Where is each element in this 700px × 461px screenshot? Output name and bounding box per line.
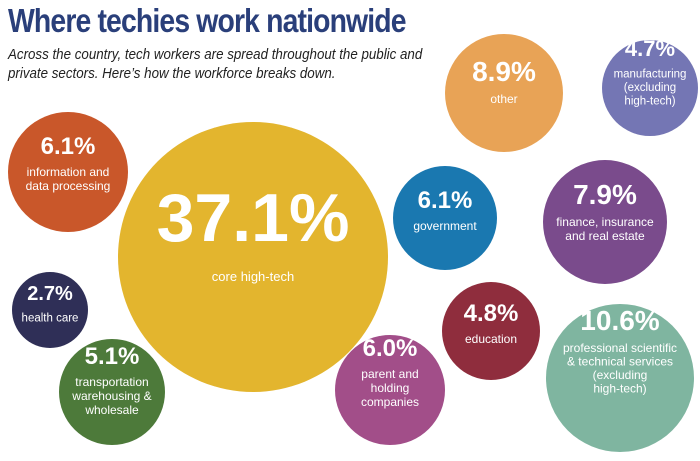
bubble-category-label: (excluding [593, 368, 648, 382]
bubble-circle [543, 160, 667, 284]
bubble: 8.9% other [445, 34, 563, 152]
bubble-circle [445, 34, 563, 152]
bubble-category-label: high-tech) [624, 96, 675, 108]
bubble-value-label: 37.1% [157, 180, 350, 256]
bubble-category-label: other [490, 92, 517, 106]
bubble: 10.6% professional scientific& technical … [546, 304, 694, 452]
bubble-category-label: (excluding [624, 82, 676, 94]
bubble-value-label: 10.6% [580, 305, 659, 336]
bubble-value-label: 6.0% [363, 335, 418, 362]
bubble-value-label: 6.1% [418, 187, 473, 214]
bubble-circle [602, 40, 698, 136]
bubble-category-label: warehousing & [71, 389, 151, 403]
chart-subtitle: Across the country, tech workers are spr… [8, 47, 423, 82]
bubble-category-label: high-tech) [593, 382, 646, 396]
bubble-circle [442, 282, 540, 380]
bubble-category-label: wholesale [84, 403, 139, 417]
bubble-value-label: 6.1% [41, 133, 96, 160]
bubble: 37.1% core high-tech [118, 122, 388, 392]
bubble-value-label: 2.7% [27, 283, 73, 305]
bubble-category-label: education [465, 332, 517, 346]
bubble-value-label: 4.7% [625, 36, 675, 61]
bubble-circle [393, 166, 497, 270]
bubble-value-label: 7.9% [573, 179, 637, 210]
bubble-category-label: holding [371, 381, 410, 395]
bubble-category-label: information and [27, 165, 110, 179]
bubble-value-label: 8.9% [472, 56, 536, 87]
bubble-value-label: 5.1% [85, 343, 140, 370]
bubble-circle [335, 335, 445, 445]
bubble-category-label: parent and [361, 367, 418, 381]
bubble: 2.7% health care [12, 272, 88, 348]
bubble-category-label: professional scientific [563, 341, 677, 355]
bubble-circle [118, 122, 388, 392]
chart-title: Where techies work nationwide [8, 2, 407, 39]
bubble-category-label: transportation [75, 375, 148, 389]
bubble-category-label: & technical services [567, 355, 673, 369]
bubble-category-label: manufacturing [614, 69, 687, 81]
bubble-circle [59, 339, 165, 445]
bubble-category-label: data processing [26, 179, 111, 193]
bubble-value-label: 4.8% [464, 300, 519, 327]
bubble-category-label: finance, insurance [556, 215, 654, 229]
bubble-category-label: health care [22, 313, 79, 325]
bubble-category-label: companies [361, 395, 419, 409]
bubble: 4.8% education [442, 282, 540, 380]
bubble-category-label: government [413, 219, 477, 233]
bubble-category-label: and real estate [565, 229, 645, 243]
bubble-circle [546, 304, 694, 452]
bubble: 6.1% government [393, 166, 497, 270]
bubble-circle [12, 272, 88, 348]
bubble: 4.7% manufacturing(excluding high-tech) [602, 36, 698, 136]
bubble-circle [8, 112, 128, 232]
bubble-category-label: core high-tech [212, 269, 294, 284]
